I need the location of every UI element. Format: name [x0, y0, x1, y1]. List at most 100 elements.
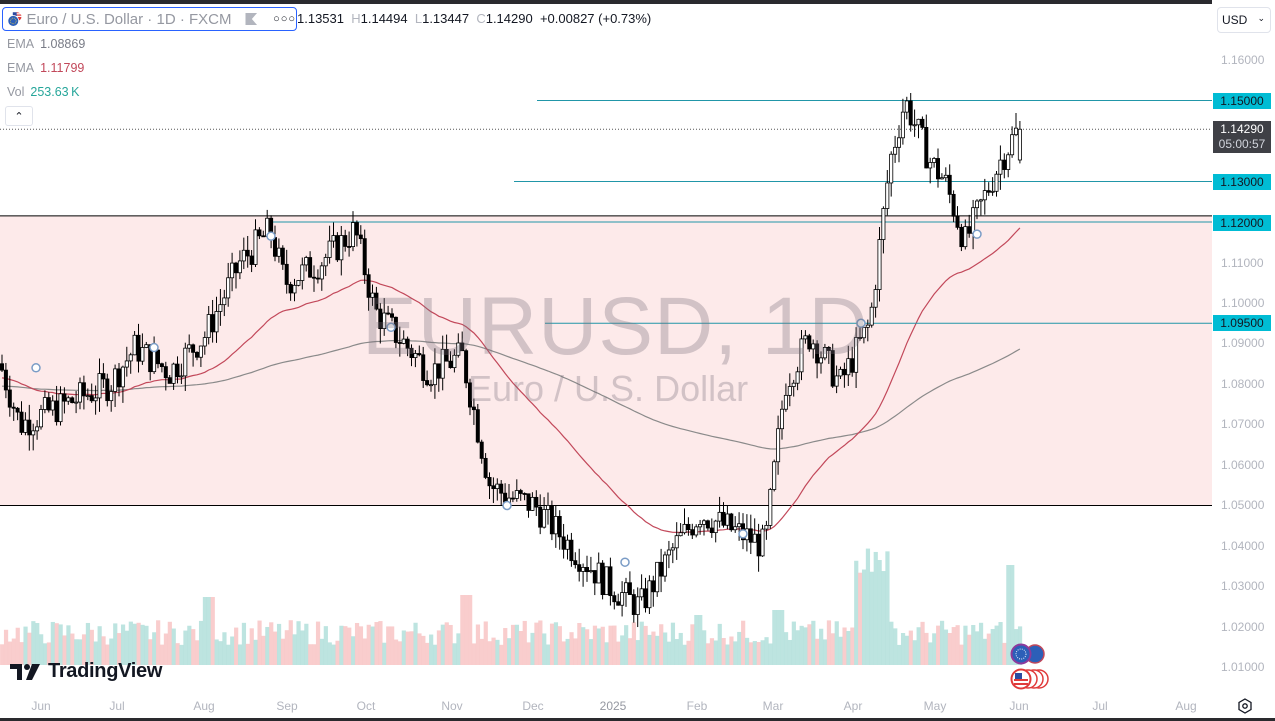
level-tag-1-13[interactable]: 1.13000 [1213, 174, 1271, 190]
candle-body [943, 174, 948, 179]
indicator-volume[interactable]: Vol 253.63 K [7, 85, 79, 99]
volume-bar [234, 627, 239, 665]
volume-bar [577, 622, 582, 665]
volume-bar [588, 639, 594, 665]
volume-bar [811, 620, 816, 665]
candle-body [783, 394, 788, 410]
volume-bar [89, 629, 94, 665]
volume-bar [889, 621, 894, 665]
candle-body [924, 127, 929, 169]
volume-bar [756, 642, 761, 665]
candle-body [846, 358, 851, 376]
candle-body [491, 485, 496, 490]
time-label: Aug [1175, 699, 1197, 713]
flag-icon[interactable] [245, 13, 258, 25]
candle-body [331, 235, 336, 242]
candle-body [163, 366, 168, 379]
volume-bar [581, 627, 586, 665]
candle-body [978, 199, 983, 202]
candle-body [776, 428, 781, 463]
volume-bar [444, 622, 449, 665]
candle-body [319, 265, 324, 280]
volume-bar [117, 633, 122, 665]
collapse-legend-button[interactable]: ⌃ [5, 106, 33, 126]
candle-body [343, 235, 348, 247]
volume-bar [382, 642, 387, 665]
volume-bar [530, 632, 535, 665]
low-value: 1.13447 [422, 11, 470, 26]
volume-bar [366, 624, 371, 665]
candle-body [620, 592, 625, 606]
level-tag-1-12[interactable]: 1.12000 [1213, 215, 1271, 231]
tradingview-logo[interactable]: TradingView [10, 660, 162, 683]
volume-bar [686, 640, 691, 665]
candle-body [705, 520, 710, 529]
volume-bar [432, 644, 438, 665]
more-dots-icon[interactable]: ○○○ [273, 13, 296, 25]
level-tag-1-15[interactable]: 1.15000 [1213, 93, 1271, 109]
candle-body [31, 430, 36, 436]
economic-events-badges[interactable] [1008, 643, 1050, 693]
chevron-up-icon: ⌃ [14, 110, 24, 123]
volume-bar [315, 621, 321, 665]
volume-bar [624, 625, 629, 665]
volume-bar [288, 620, 293, 665]
volume-bar [54, 623, 59, 665]
volume-bar [943, 629, 949, 665]
price-tick: 1.09000 [1221, 336, 1265, 350]
indicator-ema-slow[interactable]: EMA 1.08869 [7, 37, 85, 51]
candle-body [912, 124, 917, 127]
volume-bar [869, 571, 874, 665]
indicator-value: 1.08869 [40, 37, 86, 51]
candle-body [245, 249, 250, 257]
volume-bar [323, 626, 328, 665]
volume-bar [893, 628, 898, 665]
time-axis-background [0, 690, 1212, 721]
volume-bar [900, 633, 906, 665]
volume-bar [390, 626, 395, 665]
candle-body [975, 200, 980, 209]
symbol-legend[interactable]: Euro / U.S. Dollar · 1D · FXCM ○○○ [2, 7, 297, 31]
volume-bar [522, 620, 527, 665]
candle-body [460, 342, 465, 352]
volume-bar [374, 622, 379, 665]
chart-settings-icon[interactable] [1237, 698, 1253, 714]
volume-bar [678, 632, 683, 665]
candle-body [690, 529, 695, 536]
candle-body [947, 174, 952, 195]
candle-body [815, 343, 820, 364]
currency-select[interactable]: USD ⌄ [1217, 7, 1271, 33]
volume-bar [674, 639, 679, 665]
volume-bar [924, 632, 929, 665]
volume-bar [865, 548, 871, 665]
volume-bar [877, 560, 882, 665]
candle-body [148, 344, 153, 373]
volume-bar [717, 623, 722, 665]
candle-body [772, 461, 777, 490]
candle-body [436, 363, 441, 379]
volume-bar [97, 626, 102, 665]
volume-bar [975, 631, 980, 665]
volume-bar [120, 624, 126, 665]
candle-body [518, 490, 523, 494]
candle-body [311, 276, 316, 279]
volume-bar [15, 627, 20, 665]
price-tick: 1.08000 [1221, 377, 1265, 391]
tradingview-logo-icon [10, 663, 40, 680]
candle-body [253, 229, 258, 265]
volume-bar [663, 632, 668, 665]
volume-bar [460, 595, 465, 665]
indicator-ema-fast[interactable]: EMA 1.11799 [7, 61, 84, 75]
volume-bar [803, 627, 808, 665]
candle-body [140, 347, 145, 362]
volume-bar [304, 623, 309, 665]
volume-bar [163, 633, 169, 665]
candle-body [709, 527, 714, 534]
event-marker-icon [972, 229, 982, 239]
candle-body [39, 409, 44, 428]
volume-bar [627, 638, 633, 665]
candle-body [1014, 127, 1019, 136]
level-tag-1-095[interactable]: 1.09500 [1213, 315, 1271, 331]
